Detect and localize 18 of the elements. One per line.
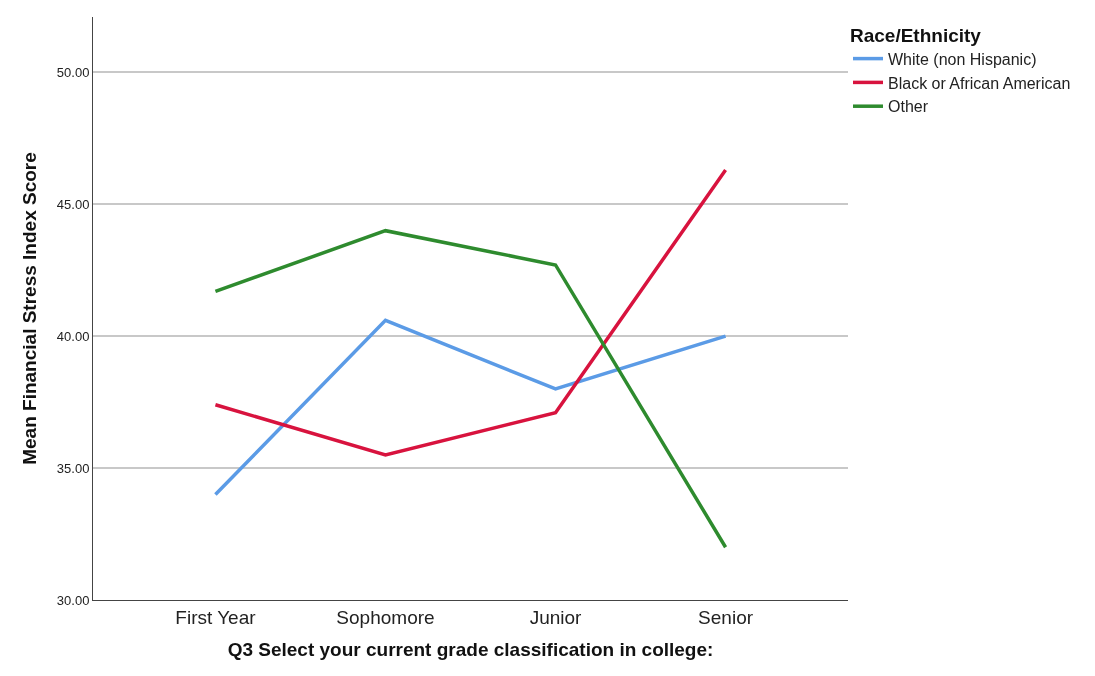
y-tick-label: 40.00: [56, 328, 90, 344]
x-tick-label: Sophomore: [336, 606, 435, 628]
y-tick-label: 45.00: [56, 196, 90, 212]
line-series: [213, 168, 728, 457]
y-axis-title: Mean Financial Stress Index Score: [18, 152, 40, 465]
x-axis-title: Q3 Select your current grade classification in college:: [227, 638, 714, 660]
x-tick-label: First Year: [175, 606, 257, 628]
y-tick-label: 30.00: [56, 592, 90, 608]
line-series: [213, 318, 728, 497]
legend-label: Black or African American: [888, 74, 1071, 92]
x-tick-label: Junior: [529, 606, 583, 628]
y-tick-label: 35.00: [56, 460, 90, 476]
legend-label: White (non Hispanic): [888, 50, 1037, 68]
x-tick-label: Senior: [698, 606, 754, 628]
line-series: [213, 228, 728, 549]
legend-title: Race/Ethnicity: [850, 24, 982, 46]
y-tick-label: 50.00: [56, 64, 90, 80]
legend-label: Other: [888, 98, 929, 116]
